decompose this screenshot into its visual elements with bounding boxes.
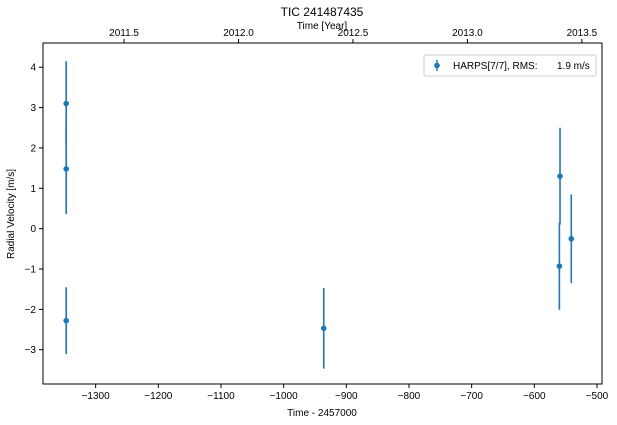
data-point xyxy=(320,325,327,332)
y-tick-label: −3 xyxy=(25,345,37,356)
x-tick-label: −1300 xyxy=(82,391,111,402)
x-tick-label: −1100 xyxy=(207,391,235,402)
data-point xyxy=(556,263,563,269)
y-tick-label: 3 xyxy=(30,103,36,114)
chart-title: TIC 241487435 xyxy=(281,5,364,19)
legend-marker xyxy=(434,62,440,69)
legend-box xyxy=(423,54,597,77)
top-x-tick-label: 2013.0 xyxy=(452,28,483,39)
x-tick-label: −900 xyxy=(335,391,358,402)
top-axis-title: Time [Year] xyxy=(297,21,348,32)
x-tick-label: −600 xyxy=(523,391,546,402)
y-tick-label: 2 xyxy=(30,143,36,154)
y-tick-label: 4 xyxy=(30,63,36,74)
data-layer xyxy=(63,61,575,369)
data-point xyxy=(63,166,69,172)
y-tick-label: 1 xyxy=(30,184,36,195)
data-point xyxy=(63,100,69,107)
ticks-layer: −1300 −1200 −1100 −1000 −900 −800 −700 −600 −500… xyxy=(25,28,609,402)
x-tick-label: −700 xyxy=(460,391,483,402)
top-x-tick-label: 2011.5 xyxy=(109,28,139,39)
legend-series-label: HARPS[7/7], RMS: xyxy=(453,61,537,72)
data-point xyxy=(557,173,563,179)
data-point xyxy=(568,235,575,242)
y-tick-label: −1 xyxy=(25,264,37,275)
x-tick-label: −500 xyxy=(586,391,609,402)
data-point xyxy=(63,317,69,324)
top-x-tick-label: 2012.0 xyxy=(223,28,254,39)
x-tick-label: −1200 xyxy=(144,391,173,402)
legend: HARPS[7/7], RMS: 1.9 m/s xyxy=(423,54,597,77)
x-axis-title: Time - 2457000 xyxy=(287,408,357,419)
y-axis-title: Radial Velocity [m/s] xyxy=(6,169,17,259)
x-tick-label: −1000 xyxy=(270,391,299,402)
plot-frame xyxy=(42,42,603,385)
top-x-tick-label: 2012.5 xyxy=(338,28,369,39)
y-tick-label: −2 xyxy=(25,305,37,316)
x-tick-label: −800 xyxy=(398,391,421,402)
top-x-tick-label: 2013.5 xyxy=(567,28,598,39)
legend-rms-value: 1.9 m/s xyxy=(557,61,590,72)
y-tick-label: 0 xyxy=(30,224,36,235)
